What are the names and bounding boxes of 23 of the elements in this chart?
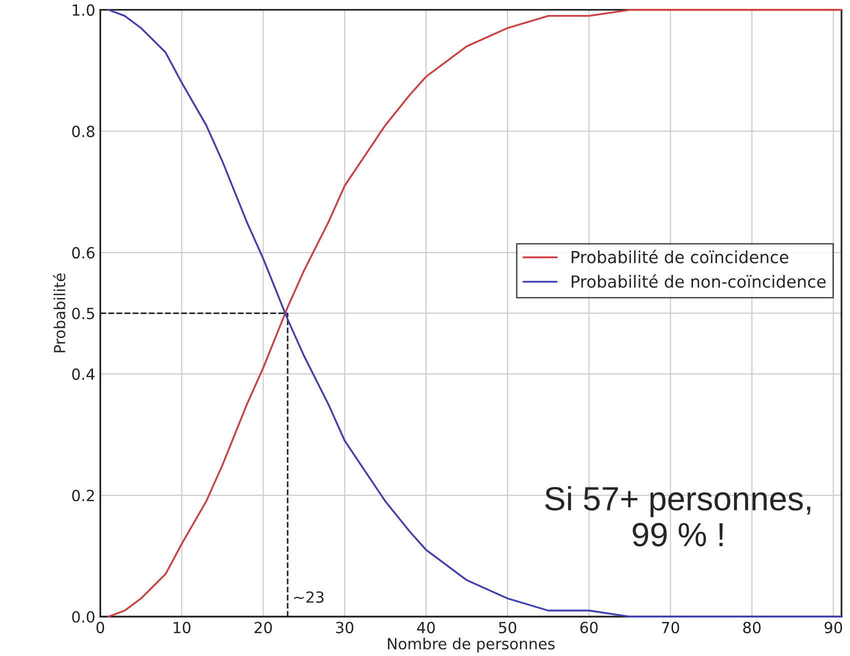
y-tick-label: 0.6 — [72, 247, 94, 259]
x-tick-label: 40 — [417, 622, 435, 634]
x-tick-label: 0 — [96, 622, 104, 634]
legend-label: Probabilité de coïncidence — [572, 250, 788, 264]
y-tick-label: 1.0 — [72, 4, 94, 16]
annotation: ~23 — [294, 591, 324, 603]
x-tick-label: 60 — [580, 622, 598, 634]
y-axis-title: Probabilité — [52, 274, 66, 352]
x-tick-label: 50 — [499, 622, 516, 634]
y-tick-label: 0.5 — [72, 308, 94, 320]
y-tick-label: 0.8 — [72, 126, 94, 138]
y-tick-label: 0.2 — [72, 490, 94, 502]
x-tick-label: 20 — [254, 622, 272, 634]
x-tick-label: 90 — [824, 622, 842, 634]
x-tick-label: 80 — [743, 622, 761, 634]
y-tick-label: 0.0 — [72, 611, 94, 623]
x-tick-label: 30 — [336, 622, 354, 634]
x-axis-title: Nombre de personnes — [388, 638, 555, 652]
legend-label: Probabilité de non-coïncidence — [572, 274, 826, 288]
x-tick-label: 10 — [174, 622, 190, 634]
x-tick-label: 70 — [662, 622, 680, 634]
y-tick-label: 0.4 — [72, 368, 95, 380]
annotation: Si 57+ personnes, 99 % ! — [545, 486, 810, 546]
